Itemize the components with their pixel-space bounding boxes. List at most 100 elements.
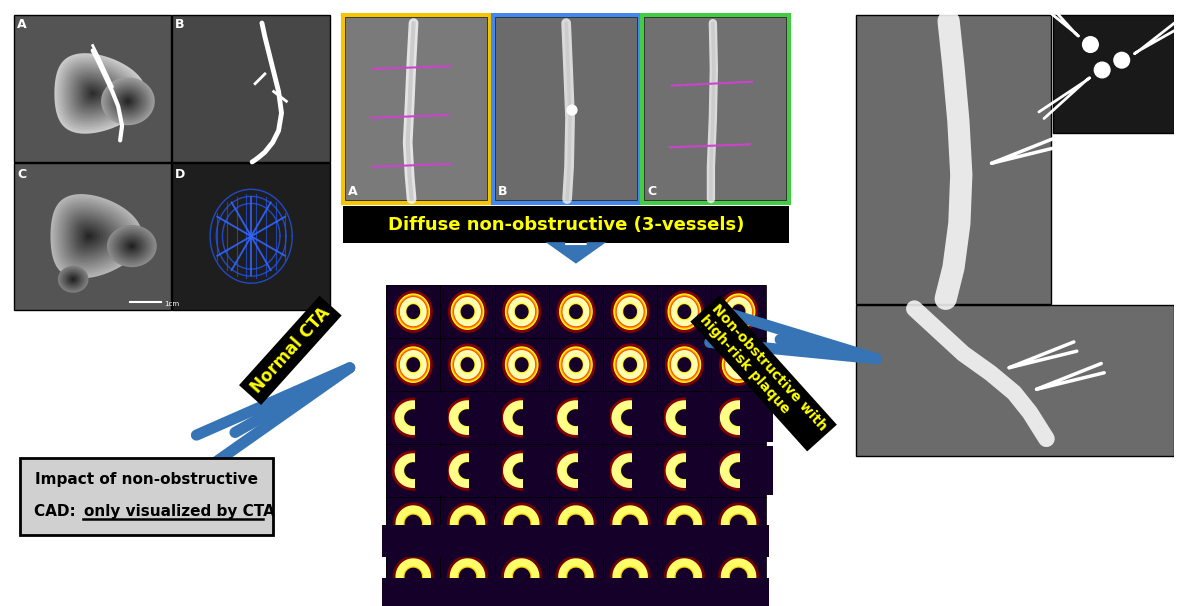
Polygon shape [683,416,686,419]
Text: CAD:: CAD: [34,504,87,519]
Polygon shape [507,348,537,381]
Polygon shape [406,568,421,585]
Polygon shape [446,450,489,491]
Polygon shape [673,299,696,324]
Bar [386,391,440,444]
Polygon shape [666,345,703,384]
Polygon shape [446,555,488,598]
Polygon shape [678,517,691,530]
Polygon shape [623,357,637,372]
Polygon shape [669,508,699,539]
Polygon shape [463,413,472,422]
Polygon shape [109,84,147,118]
Polygon shape [738,364,740,365]
Polygon shape [515,570,528,583]
Polygon shape [457,461,478,481]
Polygon shape [673,352,696,377]
Polygon shape [615,296,645,328]
Polygon shape [730,356,747,373]
Polygon shape [721,401,756,435]
Polygon shape [734,413,743,422]
Polygon shape [71,278,75,281]
Polygon shape [629,469,631,472]
Polygon shape [735,360,743,369]
Bar [440,391,495,444]
Polygon shape [734,359,743,370]
Polygon shape [628,308,633,315]
Polygon shape [679,571,690,582]
Polygon shape [736,468,741,473]
Bar [437,525,499,557]
Polygon shape [116,233,147,259]
Polygon shape [624,412,636,423]
Polygon shape [459,303,476,321]
Polygon shape [614,559,647,594]
Polygon shape [503,291,540,332]
Polygon shape [719,399,758,436]
Polygon shape [453,562,482,591]
Polygon shape [504,347,539,383]
Polygon shape [618,564,642,589]
Bar [490,525,553,557]
Polygon shape [674,301,694,322]
Polygon shape [723,347,755,382]
Polygon shape [563,564,589,590]
Polygon shape [399,562,427,591]
Polygon shape [560,295,591,328]
Polygon shape [629,364,630,365]
Polygon shape [725,405,753,430]
Polygon shape [729,567,749,587]
Polygon shape [615,507,646,540]
Polygon shape [680,307,690,317]
Polygon shape [572,467,579,474]
Polygon shape [513,301,531,322]
Polygon shape [516,571,527,582]
Polygon shape [412,469,414,472]
Polygon shape [560,456,591,485]
Polygon shape [677,304,692,320]
Polygon shape [512,408,532,427]
Polygon shape [626,467,635,474]
Polygon shape [461,304,475,319]
Polygon shape [719,291,757,332]
Polygon shape [614,294,646,329]
Bar [658,550,711,603]
Polygon shape [611,344,649,385]
Polygon shape [628,521,633,526]
Polygon shape [623,516,637,531]
Polygon shape [729,301,749,322]
Polygon shape [458,462,477,479]
Polygon shape [570,571,582,582]
Polygon shape [575,469,577,472]
Polygon shape [513,302,531,321]
Polygon shape [667,505,703,542]
Polygon shape [672,351,697,379]
Polygon shape [569,304,583,320]
Polygon shape [396,293,430,330]
Polygon shape [734,519,743,528]
Polygon shape [674,408,694,427]
Polygon shape [664,555,705,598]
Polygon shape [614,402,647,433]
Polygon shape [413,523,414,524]
Polygon shape [515,305,528,318]
Polygon shape [664,451,705,490]
Polygon shape [554,398,597,438]
Polygon shape [507,457,537,484]
Polygon shape [666,401,703,435]
Polygon shape [412,575,414,578]
Polygon shape [679,466,690,476]
Polygon shape [675,514,693,533]
Polygon shape [399,509,427,538]
Polygon shape [515,411,528,424]
Polygon shape [674,513,696,534]
Polygon shape [64,272,82,287]
Polygon shape [101,78,154,125]
Polygon shape [722,455,755,486]
Polygon shape [407,305,419,318]
Polygon shape [573,574,579,579]
Polygon shape [617,405,643,430]
Polygon shape [398,507,429,540]
Polygon shape [559,507,592,541]
Polygon shape [450,506,484,541]
